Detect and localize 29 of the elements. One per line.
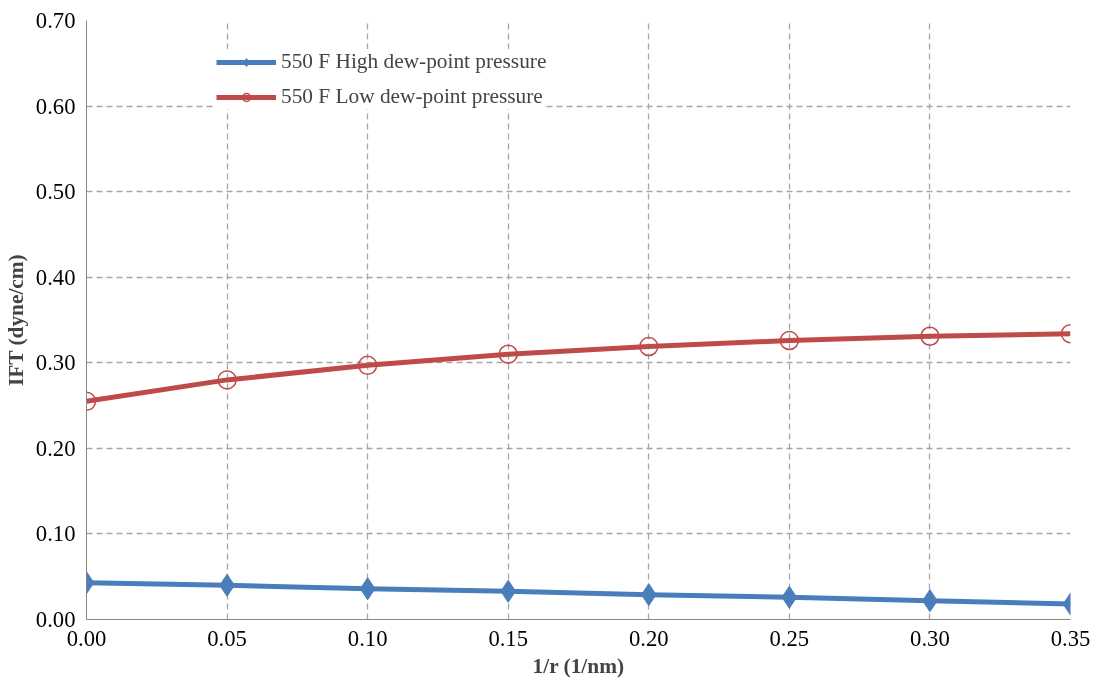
x-tick-label: 0.15 <box>488 625 529 651</box>
x-tick-label: 0.20 <box>628 625 669 651</box>
x-tick-label: 0.35 <box>1050 625 1091 651</box>
point <box>640 583 657 607</box>
x-tick-label: 0.05 <box>207 625 247 651</box>
y-tick-label: 0.10 <box>35 521 76 547</box>
legend-label: 550 F High dew-point pressure <box>281 49 547 74</box>
x-axis-title: 1/r (1/nm) <box>532 653 625 678</box>
legend-label: 550 F Low dew-point pressure <box>281 84 543 109</box>
y-tick-label: 0.70 <box>35 8 76 33</box>
y-tick-label: 0.20 <box>35 435 76 461</box>
point <box>500 579 517 603</box>
y-tick-label: 0.40 <box>35 264 76 290</box>
y-tick-label: 0.60 <box>35 93 76 119</box>
y-tick-label: 0.50 <box>35 179 76 205</box>
point <box>779 330 800 351</box>
y-axis-title: IFT (dyne/cm) <box>3 254 28 387</box>
x-tick-label: 0.30 <box>910 625 950 651</box>
point <box>359 577 376 601</box>
y-tick-label: 0.00 <box>35 607 76 632</box>
point <box>639 336 659 357</box>
x-tick-label: 0.25 <box>769 625 810 651</box>
point <box>920 326 940 346</box>
point <box>357 355 378 376</box>
point <box>498 344 518 364</box>
point <box>781 585 798 609</box>
y-tick-label: 0.30 <box>35 350 76 376</box>
point <box>217 370 237 390</box>
x-tick-label: 0.10 <box>347 625 388 651</box>
